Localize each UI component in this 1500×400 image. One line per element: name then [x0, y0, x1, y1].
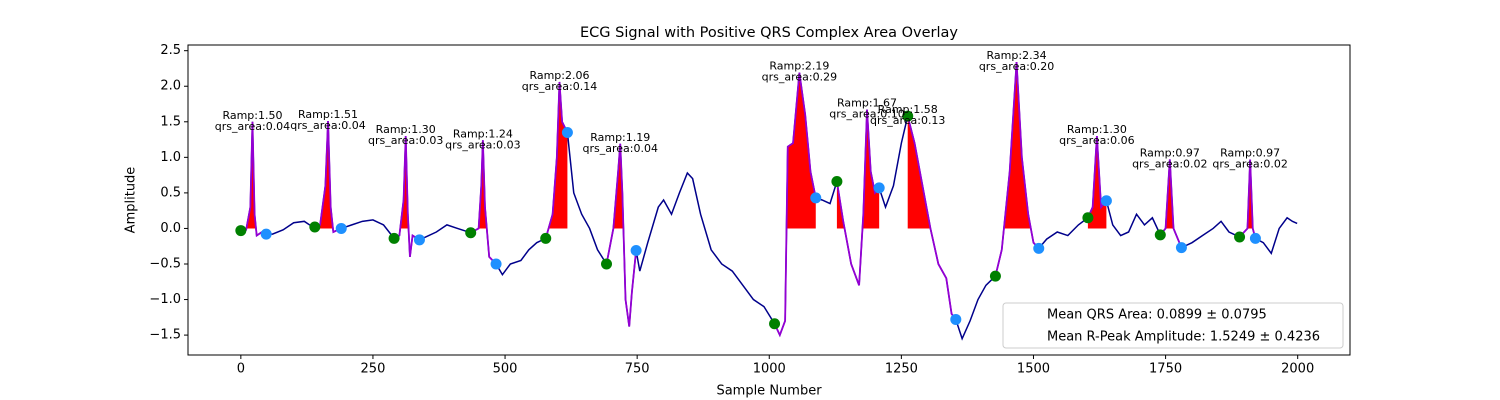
qrs-offset — [490, 258, 502, 270]
qrs-area-annotation: qrs_area:0.03 — [368, 134, 443, 147]
qrs-segment — [1159, 159, 1183, 248]
qrs-onset — [309, 221, 321, 233]
qrs-onset — [831, 176, 843, 188]
x-tick-label: 500 — [493, 362, 518, 377]
qrs-area-annotation: qrs_area:0.14 — [522, 80, 597, 93]
r-peak-annotation: Ramp:0.97 — [1220, 146, 1280, 159]
y-tick-label: −1.5 — [149, 328, 181, 343]
ecg-line — [240, 62, 1298, 341]
qrs-area — [314, 121, 342, 229]
qrs-onset — [235, 225, 247, 237]
y-tick-label: 0.0 — [160, 221, 181, 236]
qrs-onset — [601, 258, 613, 270]
plot-area — [235, 62, 1298, 341]
qrs-offset — [630, 244, 642, 256]
y-axis-label: Amplitude — [124, 167, 139, 234]
qrs-offset — [260, 228, 272, 240]
r-peak-annotation: Ramp:1.30 — [376, 123, 436, 136]
legend-entry: Mean QRS Area: 0.0899 ± 0.0795 — [1047, 308, 1267, 323]
qrs-segment — [836, 109, 880, 286]
x-tick-label: 750 — [625, 362, 650, 377]
qrs-area-annotation: qrs_area:0.03 — [445, 138, 520, 151]
qrs-segment — [1238, 159, 1257, 239]
chart-title: ECG Signal with Positive QRS Complex Are… — [580, 25, 958, 41]
x-tick-label: 1750 — [1149, 362, 1182, 377]
qrs-onset — [388, 232, 400, 244]
x-tick-label: 0 — [237, 362, 245, 377]
qrs-offset — [561, 126, 573, 138]
qrs-segment — [314, 121, 342, 234]
x-tick-label: 250 — [361, 362, 386, 377]
qrs-onset — [1154, 229, 1166, 241]
qrs-segment — [773, 72, 817, 338]
qrs-offset — [1175, 242, 1187, 254]
legend-entry: Mean R-Peak Amplitude: 1.5249 ± 0.4236 — [1047, 330, 1320, 345]
r-peak-annotation: Ramp:2.06 — [529, 69, 589, 82]
qrs-area — [1087, 136, 1107, 229]
r-peak-annotation: Ramp:0.97 — [1140, 146, 1200, 159]
y-tick-label: 1.5 — [160, 114, 181, 129]
qrs-onset — [1082, 212, 1094, 224]
qrs-offset — [413, 234, 425, 246]
x-axis-label: Sample Number — [716, 384, 822, 399]
y-tick-label: 2.0 — [160, 79, 181, 94]
qrs-segment — [994, 62, 1040, 277]
qrs-offset — [1033, 242, 1045, 254]
y-tick-label: −0.5 — [149, 256, 181, 271]
qrs-area-annotation: qrs_area:0.04 — [290, 119, 365, 132]
qrs-area-annotation: qrs_area:0.04 — [583, 142, 658, 155]
qrs-area-annotation: qrs_area:0.04 — [215, 120, 290, 133]
qrs-segment — [470, 140, 497, 265]
x-tick-label: 1250 — [885, 362, 918, 377]
qrs-area-annotation: qrs_area:0.20 — [979, 60, 1054, 73]
qrs-offset — [335, 222, 347, 234]
qrs-area-annotation: qrs_area:0.02 — [1132, 157, 1207, 170]
qrs-area — [995, 62, 1039, 229]
qrs-offset — [1249, 232, 1261, 244]
x-tick-label: 2000 — [1281, 362, 1314, 377]
qrs-area — [836, 109, 880, 229]
qrs-area-annotation: qrs_area:0.02 — [1212, 157, 1287, 170]
qrs-segment — [393, 135, 420, 257]
legend-box — [1002, 302, 1344, 349]
y-tick-label: −1.0 — [149, 292, 181, 307]
qrs-offset — [810, 192, 822, 204]
qrs-onset — [1234, 231, 1246, 243]
qrs-area-annotation: qrs_area:0.10 — [829, 108, 904, 121]
x-tick-label: 1000 — [753, 362, 786, 377]
r-peak-annotation: Ramp:1.19 — [590, 131, 650, 144]
r-peak-annotation: Ramp:1.24 — [453, 127, 513, 140]
r-peak-annotation: Ramp:1.30 — [1067, 123, 1127, 136]
x-tick-label: 1500 — [1017, 362, 1050, 377]
r-peak-annotation: Ramp:2.34 — [987, 49, 1047, 62]
r-peak-annotation: Ramp:1.67 — [837, 97, 897, 110]
qrs-offset — [950, 313, 962, 325]
qrs-offset — [1100, 195, 1112, 207]
qrs-segment — [1087, 135, 1108, 219]
y-tick-label: 1.0 — [160, 150, 181, 165]
r-peak-annotation: Ramp:1.50 — [222, 109, 282, 122]
qrs-area-annotation: qrs_area:0.29 — [762, 71, 837, 84]
qrs-area — [545, 81, 568, 229]
qrs-area — [907, 116, 956, 229]
qrs-offset — [873, 182, 885, 194]
qrs-segment — [605, 143, 637, 327]
r-peak-annotation: Ramp:2.19 — [769, 60, 829, 73]
qrs-onset — [989, 270, 1001, 282]
qrs-onset — [902, 110, 914, 122]
qrs-area — [774, 72, 816, 229]
qrs-onset — [540, 232, 552, 244]
y-tick-label: 2.5 — [160, 43, 181, 58]
qrs-area-annotation: qrs_area:0.06 — [1059, 134, 1134, 147]
y-tick-label: 0.5 — [160, 185, 181, 200]
qrs-area-annotation: qrs_area:0.13 — [870, 114, 945, 127]
qrs-onset — [465, 227, 477, 239]
r-peak-annotation: Ramp:1.58 — [878, 103, 938, 116]
qrs-segment — [544, 81, 569, 239]
r-peak-annotation: Ramp:1.51 — [298, 108, 358, 121]
qrs-onset — [769, 318, 781, 330]
qrs-segment — [906, 115, 957, 320]
